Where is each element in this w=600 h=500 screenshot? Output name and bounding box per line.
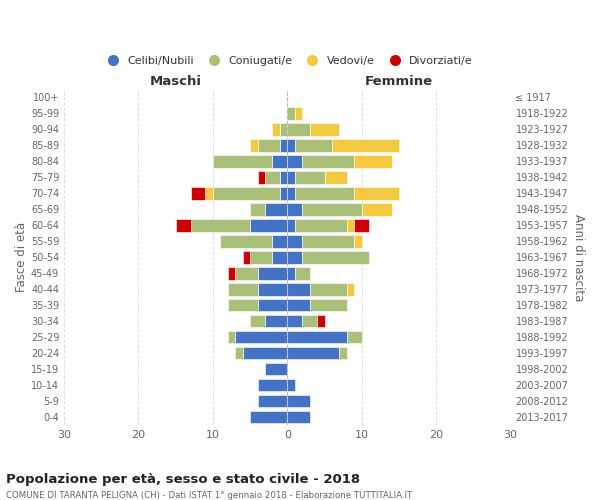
Bar — [257, 395, 287, 407]
Bar — [287, 219, 295, 232]
Bar — [302, 235, 354, 248]
Bar — [310, 123, 340, 136]
Bar — [280, 171, 287, 183]
Bar — [220, 235, 272, 248]
Bar — [295, 267, 310, 280]
Bar — [257, 379, 287, 392]
Bar — [265, 171, 280, 183]
Bar — [354, 235, 362, 248]
Y-axis label: Fasce di età: Fasce di età — [15, 222, 28, 292]
Bar — [287, 251, 302, 264]
Bar — [176, 219, 191, 232]
Bar — [250, 251, 272, 264]
Bar — [287, 123, 310, 136]
Bar — [317, 315, 325, 328]
Bar — [295, 219, 347, 232]
Bar — [228, 283, 257, 296]
Bar — [287, 411, 310, 424]
Bar — [235, 267, 257, 280]
Bar — [347, 219, 354, 232]
Bar — [332, 139, 399, 151]
Bar — [242, 251, 250, 264]
Bar — [272, 123, 280, 136]
Text: Popolazione per età, sesso e stato civile - 2018: Popolazione per età, sesso e stato civil… — [6, 472, 360, 486]
Bar — [302, 315, 317, 328]
Bar — [354, 219, 369, 232]
Bar — [310, 299, 347, 312]
Bar — [287, 171, 295, 183]
Bar — [257, 267, 287, 280]
Bar — [257, 139, 280, 151]
Text: COMUNE DI TARANTA PELIGNA (CH) - Dati ISTAT 1° gennaio 2018 - Elaborazione TUTTI: COMUNE DI TARANTA PELIGNA (CH) - Dati IS… — [6, 491, 412, 500]
Bar — [362, 203, 392, 215]
Bar — [287, 267, 295, 280]
Bar — [302, 203, 362, 215]
Bar — [213, 155, 272, 168]
Bar — [265, 203, 287, 215]
Bar — [280, 123, 287, 136]
Y-axis label: Anni di nascita: Anni di nascita — [572, 214, 585, 301]
Bar — [310, 283, 347, 296]
Bar — [287, 155, 302, 168]
Bar — [228, 267, 235, 280]
Bar — [191, 219, 250, 232]
Bar — [228, 299, 257, 312]
Bar — [287, 107, 295, 120]
Bar — [302, 155, 354, 168]
Bar — [235, 347, 242, 360]
Bar — [272, 235, 287, 248]
Bar — [272, 155, 287, 168]
Bar — [257, 299, 287, 312]
Bar — [280, 139, 287, 151]
Bar — [287, 299, 310, 312]
Bar — [325, 171, 347, 183]
Bar — [295, 107, 302, 120]
Bar — [287, 203, 302, 215]
Bar — [354, 187, 399, 200]
Bar — [287, 331, 347, 344]
Bar — [205, 187, 213, 200]
Bar — [347, 331, 362, 344]
Bar — [287, 347, 340, 360]
Bar — [302, 251, 369, 264]
Bar — [250, 203, 265, 215]
Bar — [272, 251, 287, 264]
Bar — [354, 155, 392, 168]
Bar — [265, 315, 287, 328]
Bar — [265, 363, 287, 376]
Bar — [347, 283, 354, 296]
Bar — [287, 379, 295, 392]
Text: Femmine: Femmine — [365, 75, 433, 88]
Bar — [287, 395, 310, 407]
Bar — [295, 171, 325, 183]
Bar — [287, 187, 295, 200]
Bar — [250, 219, 287, 232]
Bar — [287, 283, 310, 296]
Bar — [257, 171, 265, 183]
Bar — [280, 187, 287, 200]
Bar — [228, 331, 235, 344]
Bar — [250, 411, 287, 424]
Bar — [213, 187, 280, 200]
Bar — [235, 331, 287, 344]
Text: Maschi: Maschi — [149, 75, 202, 88]
Bar — [191, 187, 205, 200]
Bar — [250, 139, 257, 151]
Bar — [287, 235, 302, 248]
Legend: Celibi/Nubili, Coniugati/e, Vedovi/e, Divorziati/e: Celibi/Nubili, Coniugati/e, Vedovi/e, Di… — [97, 52, 477, 70]
Bar — [242, 347, 287, 360]
Bar — [340, 347, 347, 360]
Bar — [295, 187, 354, 200]
Bar — [250, 315, 265, 328]
Bar — [295, 139, 332, 151]
Bar — [287, 315, 302, 328]
Bar — [287, 139, 295, 151]
Bar — [257, 283, 287, 296]
